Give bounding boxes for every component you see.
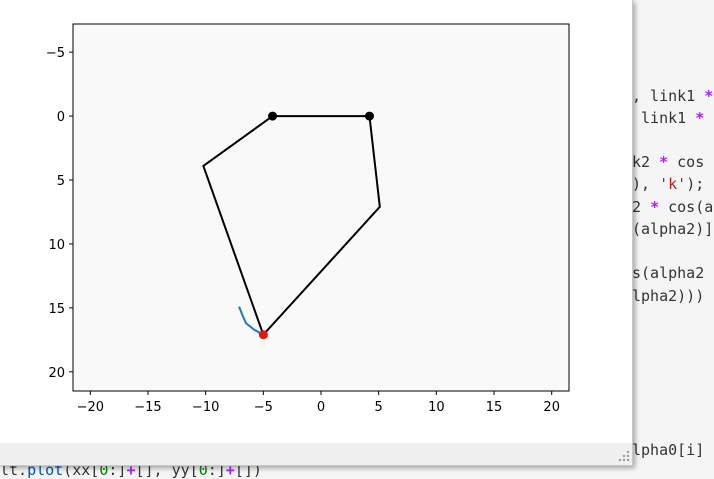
x-tick-label: −10 [192,400,219,415]
output-footer [0,443,632,465]
plot-output-panel: −20 −15 −10 −5 0 5 10 15 20 −5 0 5 10 15 20 [0,0,633,466]
x-tick-label: −5 [254,400,273,415]
code-token: lpha0[i] [632,441,705,459]
code-token: (alpha2)] [632,220,714,238]
code-line[interactable]: (alpha2)] [632,220,713,238]
code-token: 0 [198,461,208,479]
code-token: cos(a [659,198,714,216]
plot-lines [202,115,381,336]
code-token: ), [632,175,660,193]
code-line[interactable]: 2 * cos(a [632,198,713,216]
plot-markers [258,111,374,340]
y-tick-label: 15 [48,302,65,317]
y-axis: −5 0 5 10 15 20 [46,46,73,381]
joint-marker [268,111,278,121]
code-line[interactable]: link1 * [632,109,704,127]
end-effector-marker [258,330,268,340]
code-token: + [225,461,235,479]
code-token: 0 [99,461,109,479]
code-token: , link1 [632,87,705,105]
code-token: link1 [632,109,696,127]
code-token: * [704,87,714,105]
y-tick-label: 5 [57,174,65,189]
code-line[interactable]: , link1 * [632,87,713,105]
code-token: + [126,461,136,479]
plot-axes [72,23,570,392]
code-token: * [659,153,669,171]
code-token: k2 [632,153,660,171]
code-line[interactable]: lpha2))) [632,287,704,305]
code-line[interactable]: k2 * cos [632,153,704,171]
x-tick-label: 5 [375,400,383,415]
code-line[interactable]: lpha0[i] [632,441,704,459]
x-tick-label: 15 [486,400,503,415]
linkage-line [202,115,381,336]
x-tick-label: −15 [134,400,161,415]
code-token: s(alpha2 [632,264,705,282]
x-tick-label: 0 [317,400,325,415]
x-tick-label: 20 [543,400,560,415]
y-tick-label: 0 [57,110,65,125]
x-tick-label: −20 [77,400,104,415]
x-tick-label: 10 [428,400,445,415]
y-tick-label: 20 [48,366,65,381]
code-token: * [650,198,660,216]
code-line[interactable]: ), 'k'); [632,175,704,193]
joint-marker [364,111,374,121]
code-token: lpha2))) [632,287,705,305]
x-axis: −20 −15 −10 −5 0 5 10 15 20 [77,391,560,415]
code-token: cos [668,153,705,171]
code-token: * [695,109,705,127]
code-token: 'k' [659,175,687,193]
code-line[interactable]: s(alpha2 [632,264,704,282]
plot-figure: −20 −15 −10 −5 0 5 10 15 20 −5 0 5 10 15 20 [45,23,570,415]
trace-line [238,306,264,336]
y-tick-label: −5 [46,46,65,61]
resize-grip-icon[interactable] [614,446,632,464]
y-tick-label: 10 [48,238,65,253]
code-token: 2 [632,198,651,216]
code-token: ); [686,175,705,193]
